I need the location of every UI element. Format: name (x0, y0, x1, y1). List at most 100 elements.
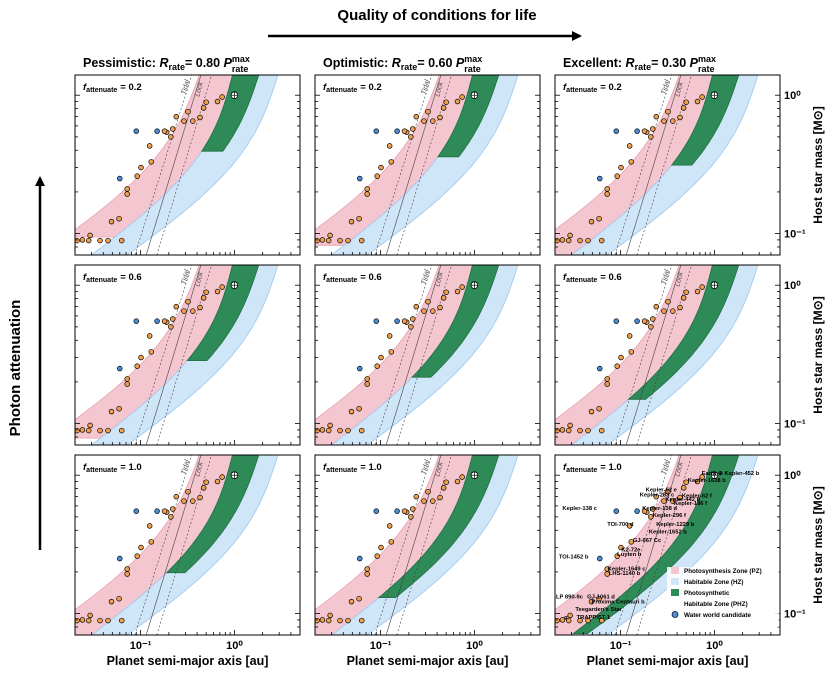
planet-point (541, 428, 546, 433)
planet-point (87, 422, 93, 429)
planet-point (108, 598, 115, 605)
title-r: R (626, 56, 635, 70)
planet-point (649, 506, 656, 512)
water-world-point (613, 508, 620, 514)
planet-point (699, 284, 705, 290)
title-p: P (224, 56, 233, 70)
column-title-text: Optimistic: Rrate= 0.60 Pmax rate (323, 54, 482, 74)
planet-point (386, 333, 393, 339)
title-p: P (690, 56, 699, 70)
planet-point (699, 474, 705, 480)
tidal-lock-line (625, 455, 682, 635)
planet-point (119, 617, 125, 624)
planet-point (364, 571, 370, 577)
plot-area (541, 265, 759, 445)
planet-point (661, 118, 667, 124)
planet-annotation: Kepler-296 f (653, 513, 686, 519)
water-world-point (133, 128, 140, 134)
tidal-lock-line (636, 75, 692, 255)
earth-marker (470, 91, 479, 100)
x-tick-label: 10⁻¹ (610, 640, 632, 652)
earth-marker (710, 471, 719, 480)
panel-r3-c1: Tidal Lock fattenuate = 1.0 10⁻¹ 10⁰ Planet se… (74, 454, 301, 668)
f-symbol: f (83, 272, 87, 283)
planet-point (348, 598, 355, 605)
f-symbol: f (563, 462, 567, 473)
planet-point (138, 164, 144, 171)
tidal-label: Tidal (421, 459, 432, 476)
tidal-lock-line (156, 265, 212, 445)
planet-point (105, 617, 111, 624)
planet-point (559, 237, 566, 243)
planet-point (87, 232, 93, 239)
planet-point (134, 553, 140, 559)
tidal-lock-line (396, 265, 452, 445)
planet-point (200, 485, 207, 491)
phz-band (411, 265, 500, 378)
legend-swatch-phz (671, 589, 679, 596)
planet-point (599, 237, 605, 244)
planet-point (585, 617, 591, 624)
planet-point (585, 237, 591, 244)
tidal-lock-line (134, 75, 193, 255)
planet-annotation: g (564, 615, 568, 621)
f-symbol: f (83, 462, 87, 473)
f-value: = 0.2 (120, 82, 141, 93)
planet-point (134, 173, 140, 179)
planet-point (683, 479, 689, 485)
water-world-point (154, 508, 160, 514)
planet-point (614, 363, 620, 369)
water-world-point (154, 318, 160, 324)
planet-point (138, 354, 144, 361)
planet-point (319, 237, 326, 243)
planet-point (168, 134, 174, 140)
tidal-lock-line (374, 75, 433, 255)
phz-band (572, 455, 740, 634)
planet-point (79, 427, 86, 433)
planet-point (348, 218, 355, 225)
planet-annotation: LHS-1140 b (609, 571, 641, 577)
lock-label: Lock (674, 81, 685, 98)
planet-point (356, 215, 362, 222)
legend-swatch-water (671, 611, 679, 618)
tidal-lock-line (614, 75, 673, 255)
planet-annotation: K2-72e (621, 548, 641, 554)
tidal-label: Tidal (181, 459, 192, 476)
planet-point (528, 618, 533, 623)
planet-point (386, 523, 393, 529)
planet-point (680, 485, 687, 491)
planet-point (408, 324, 414, 330)
panel-frame (74, 74, 301, 256)
planet-point (301, 618, 306, 623)
title-prefix: Pessimistic: (83, 56, 159, 70)
planet-point (577, 617, 583, 624)
planet-point (559, 427, 566, 433)
planet-annotation: Teegarden's Star (575, 607, 622, 613)
planet-point (677, 304, 683, 311)
planet-point (588, 598, 595, 605)
planet-point (301, 238, 306, 243)
planet-point (653, 303, 660, 310)
water-world-point (133, 508, 140, 514)
water-world-point (394, 508, 400, 514)
planet-point (97, 237, 103, 244)
planet-point (577, 237, 583, 244)
f-symbol: f (323, 462, 327, 473)
water-world-point (357, 365, 363, 372)
f-value: = 0.6 (360, 272, 381, 283)
planet-point (337, 617, 343, 624)
planet-annotation: Kepler-283 c (640, 493, 675, 499)
planet-point (161, 128, 168, 134)
planet-point (359, 427, 365, 434)
planet-point (75, 237, 80, 244)
planet-point (454, 288, 461, 295)
planet-point (203, 479, 209, 485)
planet-point (680, 105, 687, 111)
planet-point (181, 498, 187, 504)
panel-frame (314, 264, 541, 446)
title-prefix: Optimistic: (323, 56, 392, 70)
planet-point (345, 427, 351, 434)
planet-point (628, 539, 635, 545)
planet-point (618, 354, 624, 361)
